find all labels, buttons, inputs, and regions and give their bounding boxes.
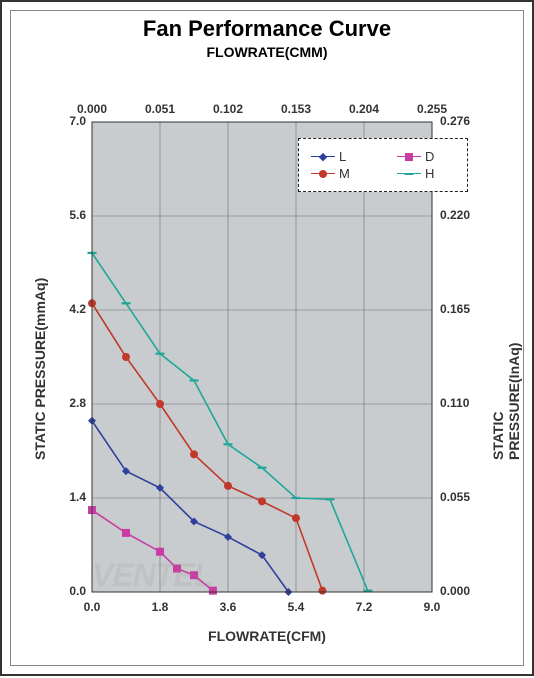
tick-label: 7.2: [356, 600, 373, 614]
tick-label: 3.6: [220, 600, 237, 614]
legend: LDMH: [298, 138, 468, 192]
legend-label: H: [425, 166, 434, 181]
legend-marker-icon: [405, 153, 413, 161]
legend-row: MH: [311, 166, 455, 181]
legend-label: M: [339, 166, 350, 181]
chart-frame: Fan Performance Curve FLOWRATE(CMM) STAT…: [0, 0, 534, 676]
x-bottom-label: FLOWRATE(CFM): [2, 628, 532, 644]
tick-label: 0.0: [84, 600, 101, 614]
tick-label: 0.276: [440, 114, 470, 128]
legend-item-l: L: [311, 149, 369, 164]
tick-label: 0.204: [349, 102, 379, 116]
tick-label: 5.4: [288, 600, 305, 614]
tick-label: 7.0: [46, 114, 86, 128]
tick-label: 5.6: [46, 208, 86, 222]
tick-label: 4.2: [46, 302, 86, 316]
legend-item-d: D: [397, 149, 455, 164]
tick-label: 0.055: [440, 490, 470, 504]
legend-line: [397, 173, 421, 174]
legend-item-h: H: [397, 166, 455, 181]
legend-line: [311, 156, 335, 157]
tick-label: 0.000: [440, 584, 470, 598]
legend-label: L: [339, 149, 346, 164]
legend-label: D: [425, 149, 434, 164]
legend-line: [311, 173, 335, 174]
legend-marker-icon: [319, 170, 327, 178]
tick-label: 9.0: [424, 600, 441, 614]
tick-label: 0.220: [440, 208, 470, 222]
legend-marker-icon: [405, 173, 414, 175]
tick-label: 0.051: [145, 102, 175, 116]
tick-label: 0.165: [440, 302, 470, 316]
tick-label: 0.102: [213, 102, 243, 116]
legend-line: [397, 156, 421, 157]
legend-row: LD: [311, 149, 455, 164]
legend-marker-icon: [319, 153, 327, 161]
tick-label: 0.0: [46, 584, 86, 598]
tick-label: 1.8: [152, 600, 169, 614]
legend-item-m: M: [311, 166, 369, 181]
y-right-label: STATIC PRESSURE(InAq): [490, 343, 522, 460]
tick-label: 0.110: [440, 396, 469, 410]
tick-label: 2.8: [46, 396, 86, 410]
tick-label: 1.4: [46, 490, 86, 504]
tick-label: 0.153: [281, 102, 311, 116]
